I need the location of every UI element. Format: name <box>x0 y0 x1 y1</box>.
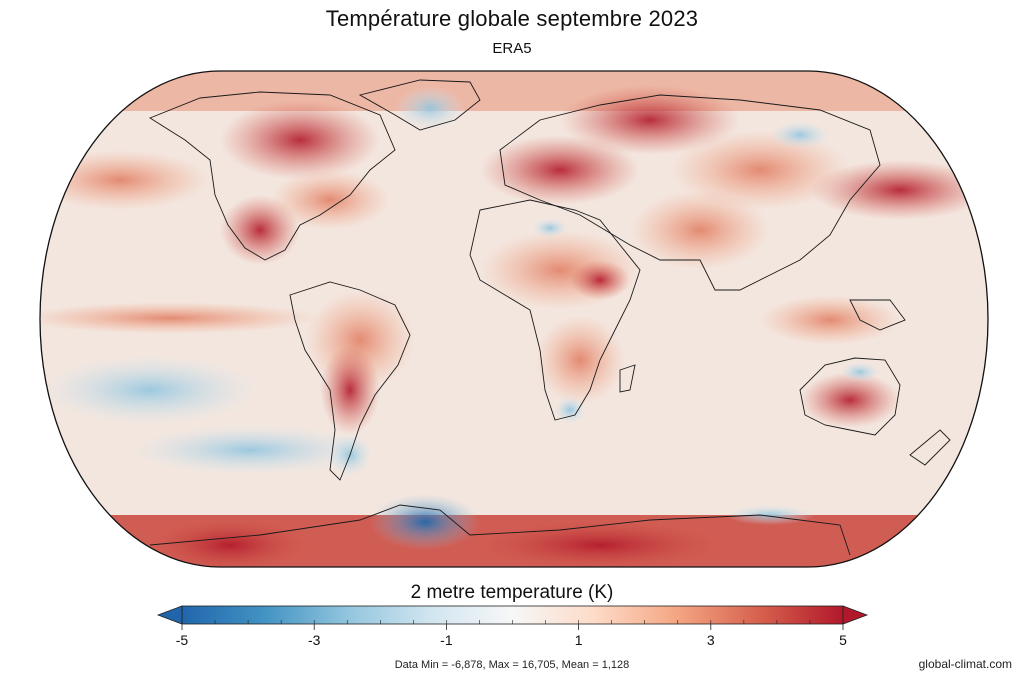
colorbar-tick-label: 3 <box>706 632 715 648</box>
colorbar-tick-label: 1 <box>574 632 583 648</box>
colorbar-tick-label: -1 <box>440 632 453 648</box>
chart-title: Température globale septembre 2023 <box>325 6 699 31</box>
colorbar-extend-low <box>156 605 183 625</box>
colorbar <box>156 605 869 630</box>
credit-text: global-climat.com <box>918 657 1012 671</box>
colorbar-tick-label: 5 <box>839 632 847 648</box>
data-stats: Data Min = -6,878, Max = 16,705, Mean = … <box>394 659 630 671</box>
coastlines <box>149 79 951 556</box>
colorbar-label: 2 metre temperature (K) <box>410 582 614 603</box>
colorbar-extend-high <box>842 605 869 625</box>
colorbar-tick-label: -3 <box>307 632 321 648</box>
anomaly-field <box>40 71 988 567</box>
chart-subtitle: ERA5 <box>492 40 532 57</box>
colorbar-tick-label: -5 <box>175 632 189 648</box>
map-outline <box>39 70 989 568</box>
